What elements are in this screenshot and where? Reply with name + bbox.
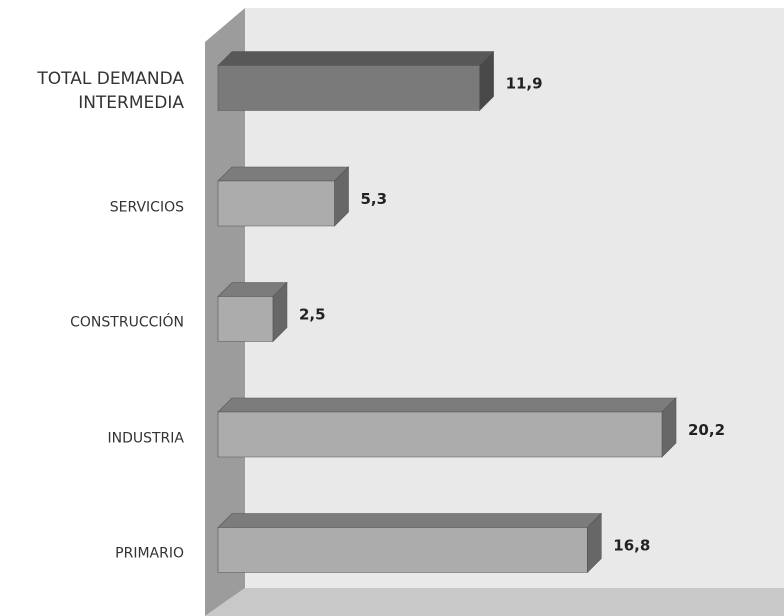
category-label: CONSTRUCCIÓN xyxy=(70,314,184,331)
value-label: 20,2 xyxy=(688,421,725,439)
bar xyxy=(217,50,495,112)
bar-top xyxy=(217,166,350,182)
bar-front xyxy=(217,296,274,342)
category-label: PRIMARIO xyxy=(115,545,184,562)
bar-front xyxy=(217,411,663,458)
bar-front xyxy=(217,527,588,573)
bar-top xyxy=(217,397,677,413)
bar xyxy=(217,166,350,227)
value-label: 11,9 xyxy=(506,75,543,93)
bar-top xyxy=(217,51,495,66)
category-label: SERVICIOS xyxy=(109,199,184,215)
value-label: 2,5 xyxy=(299,306,326,324)
bar-front xyxy=(217,65,480,111)
category-label: INDUSTRIA xyxy=(107,430,184,446)
bar xyxy=(217,281,288,343)
floor xyxy=(205,588,784,616)
bar xyxy=(217,397,677,458)
bar-front xyxy=(217,180,335,227)
bar xyxy=(217,512,602,574)
value-label: 5,3 xyxy=(360,190,387,208)
category-label: TOTAL DEMANDA INTERMEDIA xyxy=(37,69,184,113)
value-label: 16,8 xyxy=(613,537,650,555)
bar-top xyxy=(217,513,602,528)
